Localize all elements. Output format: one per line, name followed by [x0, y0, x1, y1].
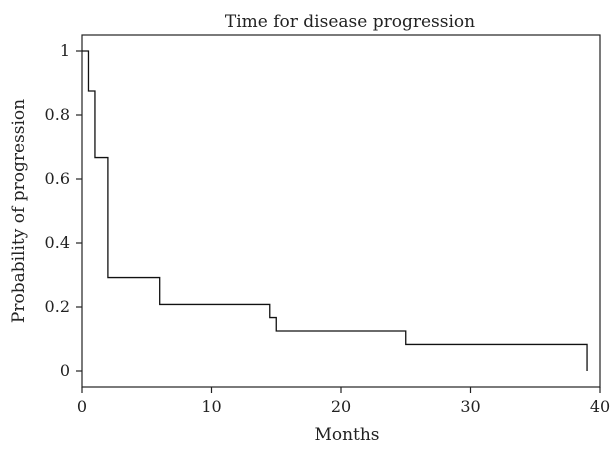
x-tick-label: 30 [460, 397, 480, 416]
y-tick-label: 1 [60, 41, 70, 60]
x-tick-label: 20 [331, 397, 351, 416]
survival-curve [82, 50, 588, 371]
y-tick-label: 0.6 [45, 169, 70, 188]
x-axis: 0 10 20 30 40 [77, 387, 610, 416]
x-tick-label: 10 [201, 397, 221, 416]
y-axis: 0 0.2 0.4 0.6 0.8 1 [45, 41, 82, 380]
x-axis-label: Months [314, 425, 379, 445]
y-tick-label: 0 [60, 361, 70, 380]
plot-frame [81, 34, 601, 388]
y-tick-label: 0.8 [45, 105, 70, 124]
y-tick-label: 0.4 [45, 233, 70, 252]
chart-title: Time for disease progression [225, 12, 475, 32]
y-tick-label: 0.2 [45, 297, 70, 316]
x-tick-label: 0 [77, 397, 87, 416]
x-tick-label: 40 [590, 397, 610, 416]
y-axis-label: Probability of progression [9, 99, 29, 323]
